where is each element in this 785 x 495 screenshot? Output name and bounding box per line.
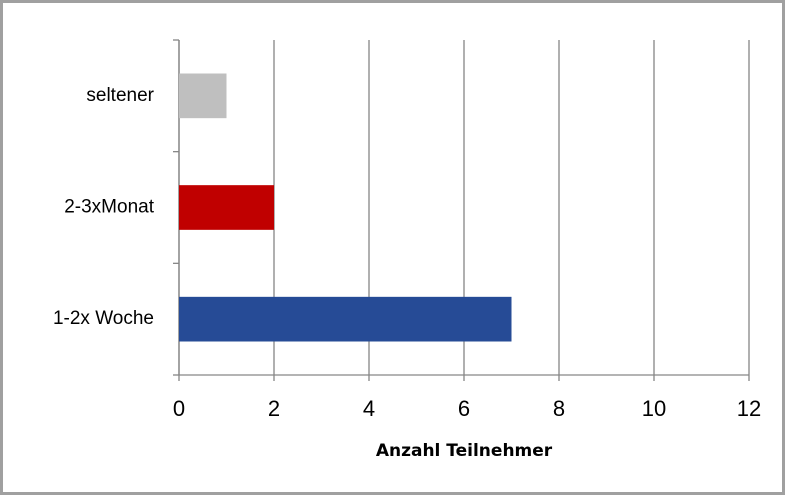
x-tick-label: 4	[363, 396, 375, 421]
x-tick-label: 2	[268, 396, 280, 421]
bar	[179, 73, 227, 119]
x-tick-label: 8	[553, 396, 565, 421]
x-tick-label: 12	[737, 396, 761, 421]
x-axis-title: Anzahl Teilnehmer	[376, 441, 553, 461]
x-tick-label: 0	[173, 396, 185, 421]
x-tick-label: 10	[642, 396, 666, 421]
y-tick-label: seltener	[86, 85, 154, 106]
y-tick-label: 2-3xMonat	[64, 197, 154, 218]
bar	[179, 185, 274, 230]
y-tick-label: 1-2x Woche	[53, 308, 154, 329]
bar	[179, 296, 512, 342]
x-tick-label: 6	[458, 396, 470, 421]
